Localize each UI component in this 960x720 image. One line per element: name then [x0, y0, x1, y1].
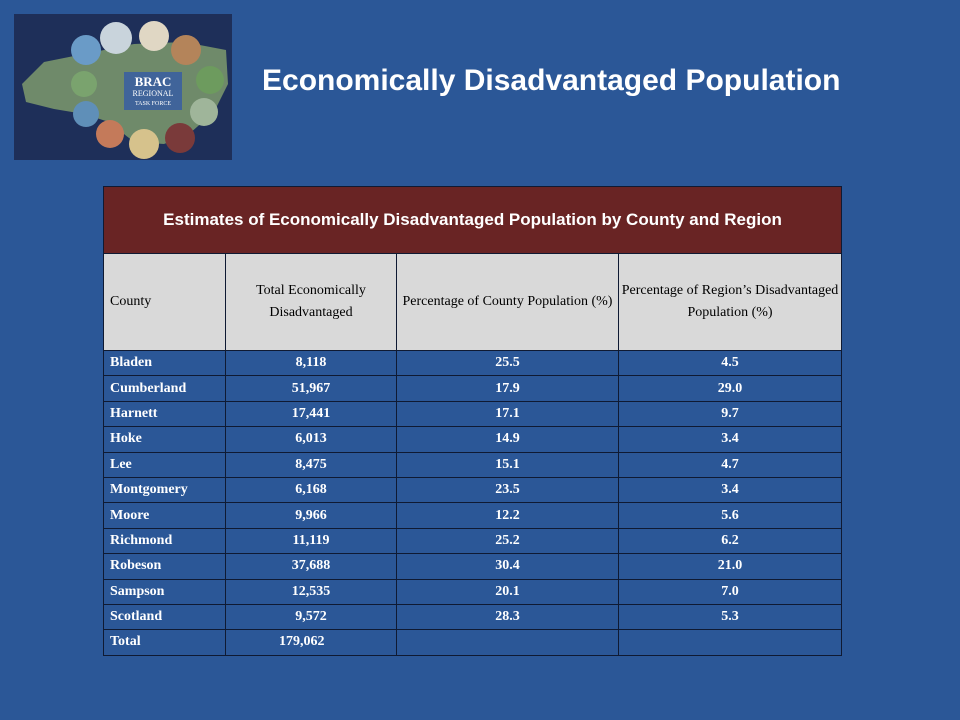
cell-total: 37,688: [225, 553, 397, 580]
cell-pct-region: 21.0: [617, 553, 843, 580]
cell-pct-county: [396, 629, 619, 656]
cell-pct-region: 5.3: [617, 603, 843, 631]
table-row: Moore 9,966 12.2 5.6: [103, 502, 843, 529]
cell-pct-county: 15.1: [396, 451, 619, 478]
cell-pct-region: 4.7: [617, 451, 843, 478]
cell-county: Total: [103, 629, 226, 656]
cell-pct-region: [617, 629, 843, 656]
cell-pct-region: 5.6: [617, 502, 843, 529]
cell-pct-region: 9.7: [617, 400, 843, 428]
cell-county: Robeson: [103, 553, 226, 580]
cell-pct-region: 4.5: [617, 349, 843, 377]
cell-pct-county: 14.9: [396, 426, 619, 453]
cell-county: Cumberland: [103, 375, 226, 402]
cell-pct-county: 23.5: [396, 476, 619, 504]
disadvantaged-population-table: Estimates of Economically Disadvantaged …: [102, 186, 843, 656]
brac-logo-graphic: BRAC REGIONAL TASK FORCE: [22, 21, 228, 159]
table-row: Cumberland 51,967 17.9 29.0: [103, 375, 843, 402]
slide-title: Economically Disadvantaged Population: [262, 64, 841, 97]
cell-total: 6,013: [225, 426, 397, 453]
brac-logo: BRAC REGIONAL TASK FORCE: [14, 14, 232, 160]
cell-pct-region: 3.4: [617, 426, 843, 453]
cell-pct-county: 28.3: [396, 603, 619, 631]
table-row: Richmond 11,119 25.2 6.2: [103, 527, 843, 555]
cell-total: 11,119: [225, 527, 397, 555]
cell-pct-county: 12.2: [396, 502, 619, 529]
cell-pct-county: 20.1: [396, 578, 619, 605]
cell-pct-county: 25.5: [396, 349, 619, 377]
cell-pct-region: 3.4: [617, 476, 843, 504]
cell-pct-county: 30.4: [396, 553, 619, 580]
table-row: Scotland 9,572 28.3 5.3: [103, 603, 843, 631]
table-row: Lee 8,475 15.1 4.7: [103, 451, 843, 478]
header-pct-region: Percentage of Region’s Disadvantaged Pop…: [617, 253, 843, 351]
table-header-row: County Total Economically Disadvantaged …: [103, 253, 843, 351]
table-row: Sampson 12,535 20.1 7.0: [103, 578, 843, 605]
cell-county: Hoke: [103, 426, 226, 453]
logo-text-regional: REGIONAL: [133, 89, 174, 98]
cell-pct-region: 6.2: [617, 527, 843, 555]
cell-total: 8,118: [225, 349, 397, 377]
cell-county: Bladen: [103, 349, 226, 377]
cell-total: 6,168: [225, 476, 397, 504]
header-pct-county: Percentage of County Population (%): [396, 253, 619, 351]
logo-text-brac: BRAC: [135, 74, 172, 89]
cell-county: Richmond: [103, 527, 226, 555]
cell-total: 51,967: [225, 375, 397, 402]
table-row: Hoke 6,013 14.9 3.4: [103, 426, 843, 453]
table-row: Robeson 37,688 30.4 21.0: [103, 553, 843, 580]
header-total: Total Economically Disadvantaged: [225, 253, 397, 351]
cell-pct-county: 25.2: [396, 527, 619, 555]
cell-county: Scotland: [103, 603, 226, 631]
cell-total: 12,535: [225, 578, 397, 605]
table-row: Montgomery 6,168 23.5 3.4: [103, 476, 843, 504]
logo-text-task-force: TASK FORCE: [135, 101, 171, 107]
table-row: Bladen 8,118 25.5 4.5: [103, 349, 843, 377]
cell-pct-region: 7.0: [617, 578, 843, 605]
table-row: Harnett 17,441 17.1 9.7: [103, 400, 843, 428]
cell-total: 17,441: [225, 400, 397, 428]
cell-county: Moore: [103, 502, 226, 529]
cell-total: 9,572: [225, 603, 397, 631]
cell-pct-county: 17.1: [396, 400, 619, 428]
cell-county: Harnett: [103, 400, 226, 428]
cell-total: 179,062: [225, 629, 397, 656]
cell-total: 9,966: [225, 502, 397, 529]
cell-pct-county: 17.9: [396, 375, 619, 402]
cell-county: Lee: [103, 451, 226, 478]
cell-county: Montgomery: [103, 476, 226, 504]
cell-county: Sampson: [103, 578, 226, 605]
total-row: Total 179,062: [103, 629, 843, 656]
cell-pct-region: 29.0: [617, 375, 843, 402]
table-body: Bladen 8,118 25.5 4.5 Cumberland 51,967 17.9 29…: [103, 349, 843, 656]
cell-total: 8,475: [225, 451, 397, 478]
header-county: County: [103, 253, 226, 351]
table-caption: Estimates of Economically Disadvantaged …: [102, 186, 843, 254]
